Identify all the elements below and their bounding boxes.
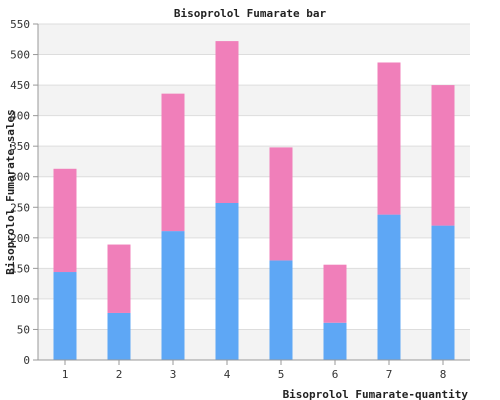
x-tick-label: 3 [170,368,177,381]
y-tick-labels: 0 50 100 150 200 250 300 350 400 450 500 550 [10,18,30,367]
y-tick-label: 50 [17,323,30,336]
y-tick-label: 100 [10,293,30,306]
bar-segment-2 [215,41,239,203]
y-tick-label: 350 [10,140,30,153]
bar-segment-2 [107,244,131,313]
y-tick-label: 300 [10,171,30,184]
y-axis-label: Bisoprolol Fumarate-sales [4,109,17,275]
y-tick-label: 450 [10,79,30,92]
bar-segment-2 [53,168,77,273]
y-tick-label: 0 [23,354,30,367]
x-tick-label: 5 [278,368,285,381]
x-tick-labels: 1 2 3 4 5 6 7 8 [62,360,447,381]
background-band [38,329,470,360]
background-band [38,268,470,299]
background-band [38,146,470,177]
bar-segment-2 [269,147,293,261]
axes [37,24,470,361]
x-tick-label: 8 [440,368,447,381]
y-tick-label: 550 [10,18,30,31]
bar-segment-1 [377,214,401,360]
bar-segment-2 [161,93,185,232]
bar-segment-1 [161,231,185,360]
background-band [38,207,470,238]
background-band [38,85,470,116]
x-tick-label: 7 [386,368,393,381]
bars [53,41,455,360]
x-axis-label: Bisoprolol Fumarate-quantity [283,388,469,400]
bar-segment-2 [377,62,401,215]
x-tick-label: 2 [116,368,123,381]
bar-segment-1 [107,312,131,360]
chart-title: Bisoprolol Fumarate bar [174,7,327,20]
x-tick-label: 4 [224,368,231,381]
y-tick-label: 200 [10,232,30,245]
bar-segment-1 [431,225,455,360]
y-tick-label: 400 [10,110,30,123]
y-tick-label: 250 [10,201,30,214]
bar-segment-2 [431,85,455,226]
bar-segment-2 [323,264,347,323]
x-tick-label: 1 [62,368,69,381]
background-band [38,24,470,55]
x-tick-label: 6 [332,368,339,381]
bar-segment-1 [269,260,293,360]
bar-segment-1 [53,272,77,360]
y-tick-label: 150 [10,262,30,275]
gridlines [33,23,470,361]
bar-segment-1 [215,202,239,360]
y-tick-label: 500 [10,49,30,62]
bar-segment-1 [323,322,347,360]
background-bands [38,24,470,360]
